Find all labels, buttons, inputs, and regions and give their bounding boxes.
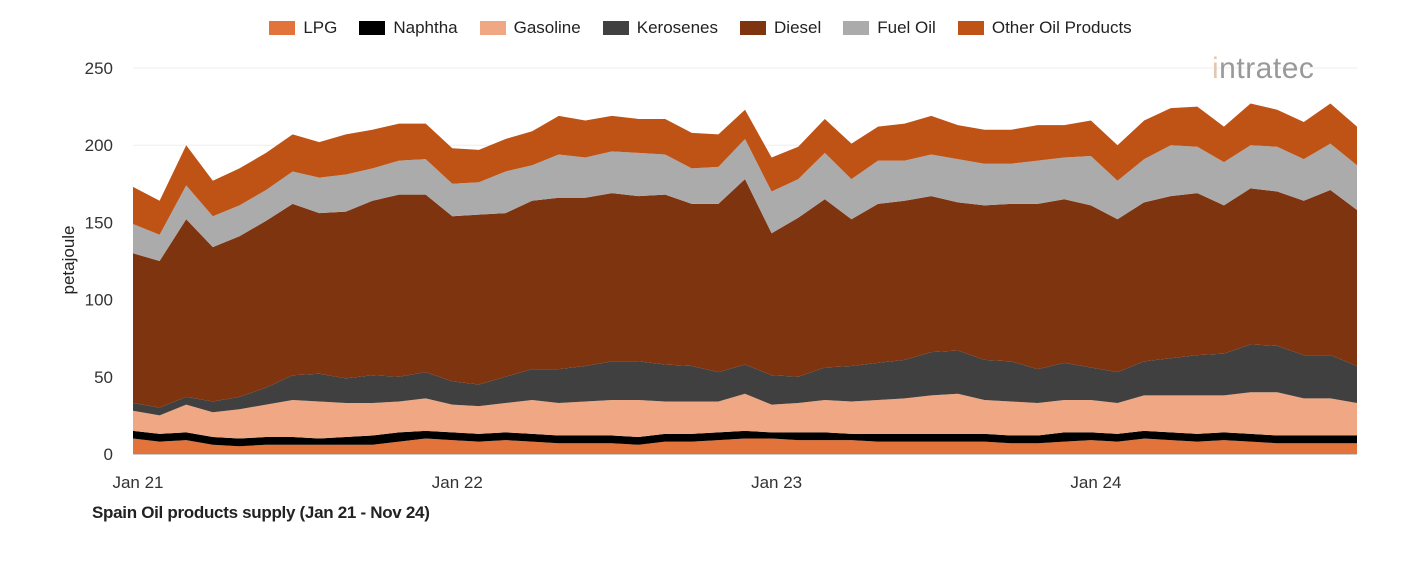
legend-swatch [359, 21, 386, 35]
area-diesel [133, 179, 1357, 408]
legend-item-other-oil-products: Other Oil Products [957, 18, 1132, 38]
y-tick-label: 250 [85, 59, 113, 78]
legend-label: Other Oil Products [991, 18, 1132, 37]
legend-label: Naphtha [393, 18, 458, 37]
legend-item-lpg: LPG [269, 18, 337, 38]
legend-swatch [479, 21, 506, 35]
y-tick-label: 50 [94, 368, 113, 387]
legend-swatch [602, 21, 629, 35]
legend-label: Gasoline [513, 18, 581, 37]
legend-item-gasoline: Gasoline [479, 18, 581, 38]
x-tick-label: Jan 22 [432, 473, 483, 492]
chart-title: Spain Oil products supply (Jan 21 - Nov … [92, 503, 430, 522]
legend-label: Diesel [774, 18, 822, 37]
area-other-oil-products [133, 103, 1357, 235]
legend-item-kerosenes: Kerosenes [602, 18, 719, 38]
x-tick-label: Jan 24 [1070, 473, 1121, 492]
area-fuel-oil [133, 139, 1357, 261]
y-tick-label: 0 [104, 445, 113, 464]
x-tick-label: Jan 21 [112, 473, 163, 492]
legend-swatch [269, 21, 296, 35]
chart-legend: LPG Naphtha Gasoline Kerosenes Diesel Fuel Oi… [0, 18, 1401, 38]
y-axis-label: petajoule [59, 225, 78, 294]
legend-label: Kerosenes [636, 18, 719, 37]
legend-swatch [740, 21, 767, 35]
area-lpg [133, 438, 1357, 454]
x-tick-label: Jan 23 [751, 473, 802, 492]
y-tick-label: 100 [85, 291, 113, 310]
area-naphtha [133, 430, 1357, 447]
legend-item-diesel: Diesel [740, 18, 821, 38]
y-tick-label: 200 [85, 136, 113, 155]
legend-label: LPG [303, 18, 338, 37]
y-tick-label: 150 [85, 213, 113, 232]
legend-swatch [957, 21, 984, 35]
legend-swatch [843, 21, 870, 35]
y-axis: 0 50 100 150 200 250 [85, 59, 113, 464]
legend-label: Fuel Oil [877, 18, 936, 37]
legend-item-naphtha: Naphtha [359, 18, 458, 38]
intratec-logo: intratec [1212, 52, 1315, 85]
legend-item-fuel-oil: Fuel Oil [843, 18, 936, 38]
area-kerosenes [133, 344, 1357, 416]
area-series [133, 103, 1357, 454]
area-gasoline [133, 392, 1357, 439]
x-axis: Jan 21 Jan 22 Jan 23 Jan 24 [112, 473, 1121, 492]
